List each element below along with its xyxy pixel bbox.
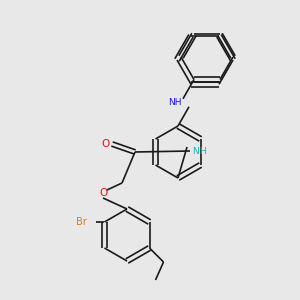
Text: O: O <box>101 139 109 149</box>
Text: NH: NH <box>169 98 182 107</box>
Text: O: O <box>99 188 107 198</box>
Text: N: N <box>192 146 199 155</box>
Text: Br: Br <box>76 217 86 227</box>
Text: H: H <box>199 146 206 155</box>
